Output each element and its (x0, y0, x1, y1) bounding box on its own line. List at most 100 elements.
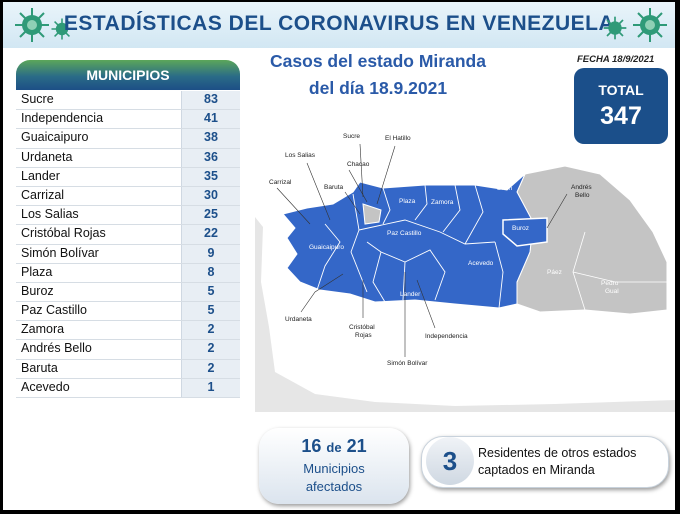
municipio-name: Baruta (21, 360, 58, 375)
label-acevedo: Acevedo (468, 260, 494, 267)
label-andres-bello-1: Andrés (571, 184, 592, 191)
municipio-count: 22 (181, 225, 240, 244)
municipio-count: 5 (181, 282, 240, 302)
municipio-name: Zamora (21, 322, 65, 337)
municipio-count: 2 (181, 321, 240, 340)
municipio-count: 30 (181, 186, 240, 206)
residents-box: 3 Residentes de otros estados captados e… (421, 436, 669, 488)
label-buroz: Buroz (512, 225, 529, 232)
affected-of: de (326, 440, 342, 455)
label-cristobal-rojas-2: Rojas (355, 332, 372, 339)
table-row: Carrizal 30 (16, 186, 240, 207)
municipio-count: 9 (181, 244, 240, 263)
municipio-count: 35 (181, 167, 240, 186)
affected-line-3: afectados (305, 479, 363, 494)
municipio-name: Plaza (21, 264, 53, 279)
table-row: Acevedo 1 (16, 378, 240, 398)
date-label: FECHA 18/9/2021 (577, 54, 655, 65)
label-paez: Páez (547, 269, 562, 276)
title-banner: ESTADÍSTICAS DEL CORONAVIRUS EN VENEZUEL… (3, 2, 675, 48)
miranda-map: Sucre El Hatillo Los Salias Chacao Carri… (255, 132, 675, 412)
virus-icon (15, 8, 49, 42)
region-caracas (362, 203, 382, 225)
affected-number: 16 (301, 436, 322, 456)
municipio-name: Buroz (21, 283, 54, 298)
region-buroz (502, 217, 548, 247)
label-paz-castillo: Paz Castillo (387, 230, 422, 237)
label-lander: Lander (400, 291, 421, 298)
municipio-count: 8 (181, 263, 240, 282)
label-urdaneta: Urdaneta (285, 316, 312, 323)
municipio-count: 38 (181, 129, 240, 148)
label-brion: Brión (497, 185, 513, 192)
page-title: ESTADÍSTICAS DEL CORONAVIRUS EN VENEZUEL… (63, 12, 615, 35)
headline-line-2: del día 18.9.2021 (308, 78, 448, 98)
table-row: Los Salias 25 (16, 206, 240, 226)
label-el-hatillo: El Hatillo (385, 135, 411, 142)
municipio-count: 36 (181, 148, 240, 167)
table-row: Zamora 2 (16, 321, 240, 341)
municipio-count: 1 (181, 378, 240, 397)
municipio-name: Cristóbal Rojas (21, 226, 106, 241)
affected-municipios-box: 16 de 21 Municipios afectados (259, 428, 409, 504)
municipio-name: Lander (21, 168, 60, 183)
municipio-count: 2 (181, 340, 240, 359)
label-baruta: Baruta (324, 184, 344, 191)
municipio-name: Acevedo (21, 379, 70, 394)
table-row: Simón Bolívar 9 (16, 244, 240, 264)
municipio-count: 5 (181, 302, 240, 321)
virus-icon (51, 18, 73, 40)
label-chacao: Chacao (347, 161, 370, 168)
virus-icon (603, 16, 627, 40)
municipio-count: 2 (181, 359, 240, 378)
label-independencia: Independencia (425, 333, 468, 340)
municipio-name: Independencia (21, 111, 104, 126)
table-row: Cristóbal Rojas 22 (16, 225, 240, 245)
headline-line-1: Casos del estado Miranda (270, 51, 486, 71)
municipio-name: Simón Bolívar (21, 245, 99, 260)
label-simon-bolivar: Simón Bolívar (387, 360, 428, 367)
affected-count: 16 de 21 (259, 436, 409, 457)
table-row: Andrés Bello 2 (16, 340, 240, 360)
residents-count: 3 (426, 437, 474, 485)
municipio-name: Sucre (21, 92, 54, 106)
municipio-count: 41 (181, 110, 240, 129)
region-affected (282, 173, 534, 309)
label-andres-bello-2: Bello (575, 192, 590, 199)
table-row: Urdaneta 36 (16, 148, 240, 168)
table-row: Plaza 8 (16, 263, 240, 283)
municipio-count: 25 (181, 206, 240, 225)
municipio-count: 83 (181, 91, 240, 110)
label-plaza: Plaza (399, 198, 416, 205)
table-row: Guaicaipuro 38 (16, 129, 240, 149)
label-sucre: Sucre (343, 133, 360, 140)
label-los-salias: Los Salias (285, 152, 316, 159)
municipio-name: Andrés Bello (21, 341, 92, 356)
affected-line-2: Municipios (303, 461, 365, 476)
label-pedro-gual-1: Pedro (601, 280, 619, 287)
total-value: 347 (600, 102, 642, 130)
municipio-name: Guaicaipuro (21, 130, 89, 145)
table-row: Lander 35 (16, 167, 240, 187)
label-pedro-gual-2: Gual (605, 288, 619, 295)
residents-text: Residentes de otros estados captados en … (478, 446, 637, 477)
label-guaicaipuro: Guaicaipuro (309, 244, 344, 251)
total-label: TOTAL (598, 82, 644, 98)
table-row: Buroz 5 (16, 282, 240, 303)
virus-icon (633, 8, 667, 42)
affected-total: 21 (346, 436, 367, 456)
municipio-name: Carrizal (21, 187, 65, 202)
municipios-table: Sucre 83 Independencia 41 Guaicaipuro 38 Urdan… (16, 91, 240, 398)
municipio-name: Los Salias (21, 207, 79, 222)
municipio-name: Urdaneta (21, 149, 73, 164)
table-row: Independencia 41 (16, 110, 240, 130)
table-row: Paz Castillo 5 (16, 302, 240, 322)
table-row: Baruta 2 (16, 359, 240, 379)
table-row: Sucre 83 (16, 91, 240, 111)
municipios-header: MUNICIPIOS (16, 60, 240, 90)
municipio-name: Paz Castillo (21, 303, 87, 318)
label-zamora: Zamora (431, 199, 454, 206)
infographic: ESTADÍSTICAS DEL CORONAVIRUS EN VENEZUEL… (3, 2, 675, 510)
map-shadow (255, 217, 675, 412)
label-cristobal-rojas-1: Cristóbal (349, 324, 375, 331)
